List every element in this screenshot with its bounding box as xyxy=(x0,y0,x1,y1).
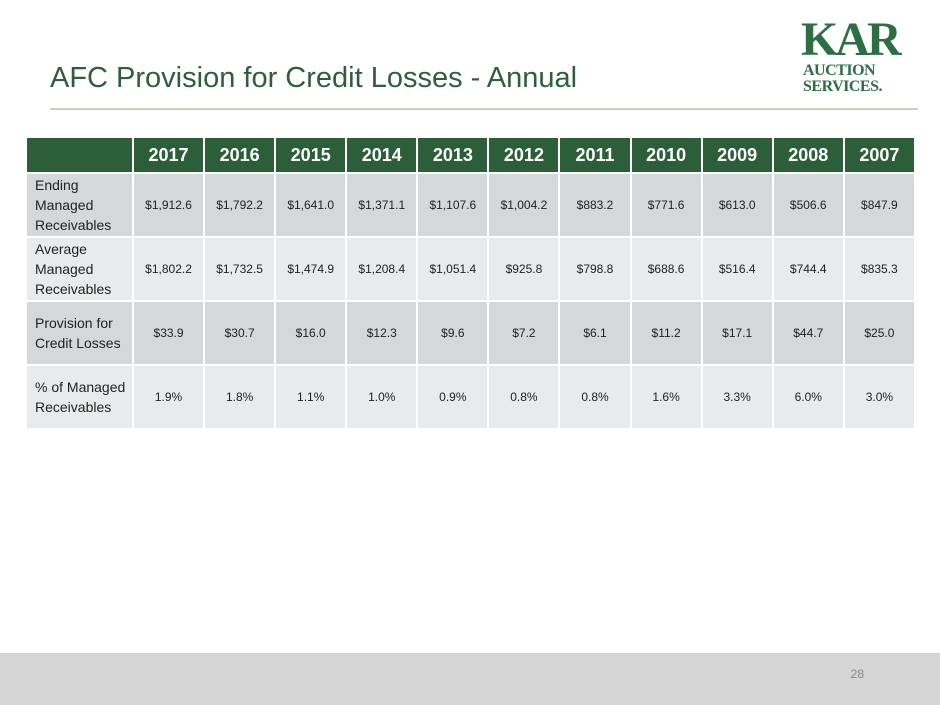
page-number: 28 xyxy=(850,667,864,681)
row-label: % of Managed Receivables xyxy=(27,366,132,428)
slide-title: AFC Provision for Credit Losses - Annual xyxy=(50,62,578,94)
table-cell: $1,792.2 xyxy=(205,174,275,236)
table-cell: $33.9 xyxy=(134,302,204,364)
table-cell: $516.4 xyxy=(702,238,772,300)
table-cell: $1,802.2 xyxy=(134,238,204,300)
table-cell: $1,107.6 xyxy=(418,174,488,236)
table-cell: 0.8% xyxy=(560,366,630,428)
kar-logo: KAR AUCTION SERVICES. xyxy=(795,14,905,98)
table-cell: $1,371.1 xyxy=(347,174,417,236)
table-cell: $25.0 xyxy=(844,302,914,364)
header-year: 2007 xyxy=(844,138,914,172)
logo-wordmark: KAR xyxy=(801,13,902,66)
table-header-row: 2017 2016 2015 2014 2013 2012 2011 2010 … xyxy=(27,138,914,172)
table-cell: 3.3% xyxy=(702,366,772,428)
row-label: Average Managed Receivables xyxy=(27,238,132,300)
logo-line-services: SERVICES. xyxy=(803,78,882,95)
row-label: Provision for Credit Losses xyxy=(27,302,132,364)
header-year: 2009 xyxy=(702,138,772,172)
table-cell: $12.3 xyxy=(347,302,417,364)
table-cell: $613.0 xyxy=(702,174,772,236)
table-cell: $798.8 xyxy=(560,238,630,300)
table-cell: $1,051.4 xyxy=(418,238,488,300)
table-cell: $9.6 xyxy=(418,302,488,364)
title-divider xyxy=(50,108,918,110)
table-cell: $688.6 xyxy=(631,238,701,300)
table-cell: $6.1 xyxy=(560,302,630,364)
table-cell: $16.0 xyxy=(276,302,346,364)
table-cell: 6.0% xyxy=(773,366,843,428)
table-cell: 1.6% xyxy=(631,366,701,428)
table-row: Ending Managed Receivables $1,912.6 $1,7… xyxy=(27,174,914,236)
table-row: Average Managed Receivables $1,802.2 $1,… xyxy=(27,238,914,300)
header-year: 2016 xyxy=(205,138,275,172)
table-cell: $835.3 xyxy=(844,238,914,300)
table-cell: 1.1% xyxy=(276,366,346,428)
header-year: 2011 xyxy=(560,138,630,172)
footer-bar xyxy=(0,653,940,705)
table-cell: $771.6 xyxy=(631,174,701,236)
table-cell: $925.8 xyxy=(489,238,559,300)
credit-losses-table: 2017 2016 2015 2014 2013 2012 2011 2010 … xyxy=(25,136,916,430)
table-cell: 1.9% xyxy=(134,366,204,428)
table-cell: $1,208.4 xyxy=(347,238,417,300)
table-cell: 1.8% xyxy=(205,366,275,428)
table-cell: 3.0% xyxy=(844,366,914,428)
row-label: Ending Managed Receivables xyxy=(27,174,132,236)
table-cell: $1,641.0 xyxy=(276,174,346,236)
table-row: % of Managed Receivables 1.9% 1.8% 1.1% … xyxy=(27,366,914,428)
header-corner-cell xyxy=(27,138,132,172)
table-cell: $11.2 xyxy=(631,302,701,364)
table-cell: $7.2 xyxy=(489,302,559,364)
table-cell: $1,004.2 xyxy=(489,174,559,236)
header-year: 2014 xyxy=(347,138,417,172)
header-year: 2010 xyxy=(631,138,701,172)
header-year: 2013 xyxy=(418,138,488,172)
header-year: 2012 xyxy=(489,138,559,172)
table-cell: $744.4 xyxy=(773,238,843,300)
table-cell: 0.8% xyxy=(489,366,559,428)
table-cell: $883.2 xyxy=(560,174,630,236)
table-cell: $30.7 xyxy=(205,302,275,364)
table-cell: $847.9 xyxy=(844,174,914,236)
table-cell: $506.6 xyxy=(773,174,843,236)
table-cell: 1.0% xyxy=(347,366,417,428)
table-row: Provision for Credit Losses $33.9 $30.7 … xyxy=(27,302,914,364)
table-cell: $44.7 xyxy=(773,302,843,364)
table-cell: $1,732.5 xyxy=(205,238,275,300)
header-year: 2008 xyxy=(773,138,843,172)
table-cell: 0.9% xyxy=(418,366,488,428)
table-cell: $1,474.9 xyxy=(276,238,346,300)
header-year: 2017 xyxy=(134,138,204,172)
table-cell: $1,912.6 xyxy=(134,174,204,236)
table-cell: $17.1 xyxy=(702,302,772,364)
logo-line-auction: AUCTION xyxy=(803,62,876,79)
header-year: 2015 xyxy=(276,138,346,172)
